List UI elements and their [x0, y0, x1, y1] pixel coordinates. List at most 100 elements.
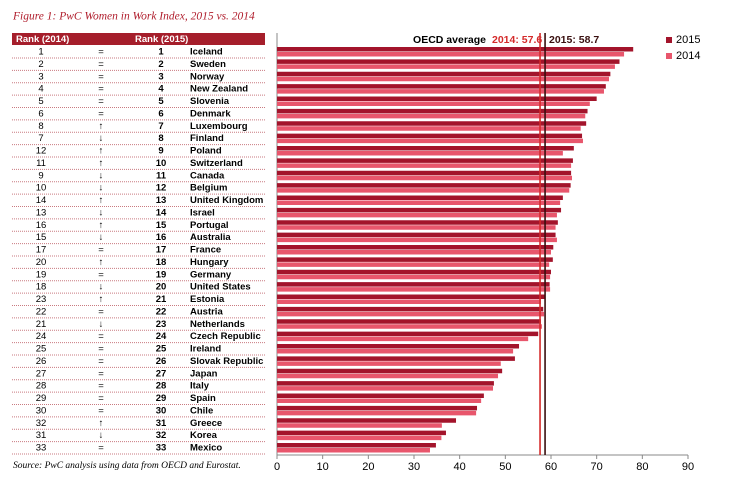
rank-change: ↓: [99, 133, 104, 144]
rank-change: ↓: [99, 319, 104, 330]
rank-2015: 13: [156, 195, 167, 206]
chart-title: Figure 1: PwC Women in Work Index, 2015 …: [12, 11, 255, 23]
rank-2014: 27: [36, 368, 47, 379]
bar: [277, 225, 556, 230]
rank-change: =: [98, 344, 104, 355]
rank-change: ↑: [99, 146, 104, 157]
bar: [277, 158, 573, 163]
country: Spain: [190, 393, 216, 404]
rank-2014: 23: [36, 294, 47, 305]
country: Greece: [190, 418, 222, 429]
rank-change: =: [98, 84, 104, 95]
bar: [277, 163, 572, 168]
rank-2014: 19: [36, 269, 47, 280]
country: Luxembourg: [190, 121, 248, 132]
bar: [277, 232, 556, 238]
rank-2014: 26: [36, 356, 47, 367]
bar: [277, 175, 573, 181]
rank-2014: 3: [38, 71, 43, 82]
rank-2014: 33: [36, 443, 47, 454]
rank-2014: 6: [38, 108, 43, 119]
rank-change: ↓: [99, 430, 104, 441]
rank-2014: 32: [36, 418, 47, 429]
bar: [277, 430, 446, 436]
bar: [277, 59, 620, 64]
bar: [277, 200, 561, 205]
bar: [277, 443, 436, 448]
rank-2014: 22: [36, 306, 47, 317]
bar: [277, 195, 563, 200]
rank-change: =: [98, 245, 104, 256]
rank-2015: 14: [156, 207, 167, 218]
rank-2015: 23: [156, 319, 167, 330]
country: Belgium: [190, 183, 227, 194]
rank-change: =: [98, 443, 104, 454]
bar: [277, 151, 563, 156]
rank-2015: 3: [158, 71, 163, 82]
bar: [277, 212, 557, 218]
rank-2015: 9: [158, 146, 163, 157]
rank-2015: 2: [158, 59, 163, 70]
rank-2014: 30: [36, 405, 47, 416]
rank-change: =: [98, 381, 104, 392]
legend-label: 2014: [676, 50, 700, 62]
rank-change: =: [98, 96, 104, 107]
legend-swatch: [666, 53, 672, 59]
rank-change: =: [98, 393, 104, 404]
bar: [277, 344, 520, 349]
country: Portugal: [190, 220, 229, 231]
x-tick-label: 10: [317, 461, 329, 473]
bar: [277, 170, 572, 176]
bar: [277, 435, 442, 441]
bar: [277, 324, 542, 329]
country: Switzerland: [190, 158, 243, 169]
bar: [277, 47, 634, 52]
bar: [277, 146, 574, 151]
country: Chile: [190, 405, 213, 416]
country: Korea: [190, 430, 218, 441]
rank-2015: 33: [156, 443, 167, 454]
rank-2015: 12: [156, 183, 167, 194]
bar: [277, 257, 553, 262]
rank-change: ↑: [99, 121, 104, 132]
rank-change: =: [98, 47, 104, 58]
country: United States: [190, 282, 251, 293]
bar: [277, 207, 562, 213]
bar: [277, 405, 478, 411]
x-tick-label: 80: [636, 461, 648, 473]
bar: [277, 274, 551, 280]
rank-2015: 10: [156, 158, 167, 169]
country: Hungary: [190, 257, 229, 268]
rank-2014: 7: [38, 133, 43, 144]
bar: [277, 96, 597, 101]
reference-label: 2015: 58.7: [549, 34, 599, 46]
country: United Kingdom: [190, 195, 263, 206]
table-header-text: Rank (2014): [16, 34, 69, 45]
bar: [277, 237, 557, 243]
country: Canada: [190, 170, 225, 181]
rank-2014: 24: [36, 331, 47, 342]
bar: [277, 336, 529, 342]
rank-2014: 9: [38, 170, 43, 181]
rank-2015: 24: [156, 331, 167, 342]
country: Finland: [190, 133, 224, 144]
bar: [277, 361, 501, 366]
bar: [277, 89, 604, 94]
country: France: [190, 245, 221, 256]
rank-change: ↑: [99, 158, 104, 169]
rank-2014: 10: [36, 183, 47, 194]
bar: [277, 398, 482, 403]
rank-2015: 18: [156, 257, 167, 268]
rank-2015: 25: [156, 344, 167, 355]
bar: [277, 52, 625, 57]
rank-2014: 4: [38, 84, 43, 95]
rank-2015: 17: [156, 245, 167, 256]
bar: [277, 121, 587, 126]
rank-2014: 25: [36, 344, 47, 355]
rank-2014: 21: [36, 319, 47, 330]
rank-change: =: [98, 368, 104, 379]
rank-2014: 11: [36, 158, 46, 169]
country: Norway: [190, 71, 225, 82]
rank-2015: 7: [158, 121, 163, 132]
table-header-text: Rank (2015): [135, 34, 188, 45]
